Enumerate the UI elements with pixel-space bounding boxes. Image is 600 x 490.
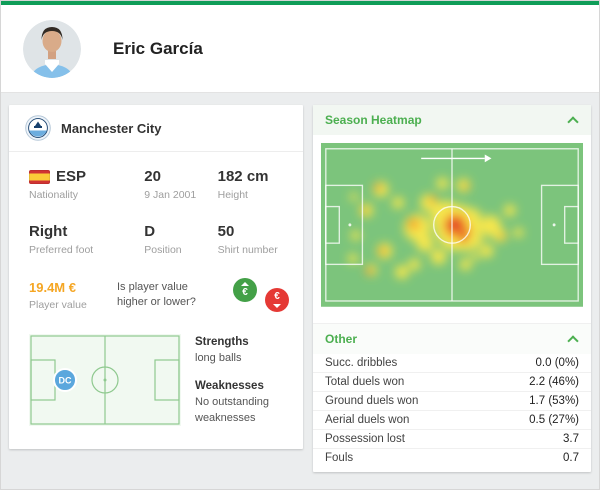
position-badge	[53, 368, 77, 392]
value-vote-question: Is player value higher or lower?	[117, 281, 196, 308]
player-value-label: Player value	[29, 298, 87, 311]
player-value-row: 19.4M € Player value Is player value hig…	[9, 264, 303, 324]
euro-icon: €	[274, 291, 280, 302]
stat-label: Aerial duels won	[325, 413, 410, 426]
season-heatmap-header[interactable]: Season Heatmap	[313, 105, 591, 135]
stat-value: 1.7 (53%)	[529, 394, 579, 407]
shirt-label: Shirt number	[217, 244, 278, 256]
heatmap-pitch	[321, 143, 583, 307]
stat-label: Possession lost	[325, 432, 405, 445]
pitch-lines	[325, 148, 579, 302]
shirt-number-cell: 50 Shirt number	[218, 223, 291, 256]
player-value-amount: 19.4M €	[29, 279, 76, 295]
content-area: Manchester City ESP Nationality 20 9 Jan…	[1, 93, 599, 484]
stat-label: Ground duels won	[325, 394, 419, 407]
stat-value: 3.7	[563, 432, 579, 445]
stat-value: 0.5 (27%)	[529, 413, 579, 426]
nationality-label: Nationality	[29, 189, 79, 201]
attack-direction-arrow-icon	[421, 154, 492, 163]
stat-label: Total duels won	[325, 375, 405, 388]
stat-value: 2.2 (46%)	[529, 375, 579, 388]
stat-row-total-duels: Total duels won 2.2 (46%)	[313, 373, 591, 392]
foot-label: Preferred foot	[29, 244, 94, 256]
mini-pitch-icon: DC	[29, 334, 181, 426]
other-stats-table: Succ. dribbles 0.0 (0%) Total duels won …	[313, 354, 591, 472]
stat-value: 0.7	[563, 452, 579, 465]
height-label: Height	[217, 189, 248, 201]
age-cell: 20 9 Jan 2001	[144, 168, 217, 201]
arrow-up-icon	[241, 282, 249, 286]
nationality-value: ESP	[56, 168, 87, 185]
weaknesses-title: Weaknesses	[195, 380, 264, 393]
position-badge-label: DC	[59, 376, 72, 386]
other-section-title: Other	[325, 331, 358, 346]
season-heatmap	[313, 135, 591, 315]
strengths-text: long balls	[195, 352, 242, 364]
stat-row-fouls: Fouls 0.7	[313, 449, 591, 468]
weaknesses-text: No outstanding weaknesses	[195, 396, 269, 424]
other-section-header[interactable]: Other	[313, 322, 591, 354]
stat-row-aerial-duels: Aerial duels won 0.5 (27%)	[313, 411, 591, 430]
chevron-up-icon	[567, 335, 579, 347]
stat-row-possession-lost: Possession lost 3.7	[313, 430, 591, 449]
height-cell: 182 cm Height	[218, 168, 291, 201]
player-avatar-image	[23, 19, 81, 78]
position-value: D	[144, 223, 156, 240]
strengths-title: Strengths	[195, 336, 249, 348]
arrow-down-icon	[273, 304, 281, 308]
club-link[interactable]: Manchester City	[9, 105, 303, 152]
season-heatmap-title: Season Heatmap	[325, 113, 422, 127]
player-info-grid: ESP Nationality 20 9 Jan 2001 182 cm Hei…	[9, 152, 303, 264]
preferred-foot-cell: Right Preferred foot	[29, 223, 144, 256]
heat-blobs	[347, 177, 524, 279]
stat-row-ground-duels: Ground duels won 1.7 (53%)	[313, 392, 591, 411]
value-higher-button[interactable]: €	[233, 278, 257, 302]
value-vote-buttons: € €	[233, 278, 289, 312]
page-title: Eric García	[113, 38, 203, 58]
height-value: 182 cm	[217, 168, 269, 185]
stat-row-succ-dribbles: Succ. dribbles 0.0 (0%)	[313, 354, 591, 373]
weaknesses-group: Weaknesses No outstanding weaknesses	[195, 380, 289, 426]
player-avatar	[23, 19, 81, 78]
player-value-block: 19.4M € Player value	[29, 280, 107, 311]
attributes-row: DC Strengths long balls Weaknesses No ou…	[9, 324, 303, 449]
foot-value: Right	[29, 223, 68, 240]
club-crest-icon	[25, 115, 51, 141]
stat-value: 0.0 (0%)	[535, 356, 579, 369]
strengths-weaknesses: Strengths long balls Weaknesses No outst…	[195, 334, 289, 431]
position-label: Position	[144, 244, 182, 256]
player-info-card: Manchester City ESP Nationality 20 9 Jan…	[9, 105, 303, 449]
position-cell: D Position	[144, 223, 217, 256]
birthdate-label: 9 Jan 2001	[144, 189, 197, 201]
strengths-group: Strengths long balls	[195, 336, 289, 366]
position-pitch-diagram: DC	[29, 334, 181, 431]
nationality-cell: ESP Nationality	[29, 168, 144, 201]
stat-label: Succ. dribbles	[325, 356, 398, 369]
shirt-value: 50	[217, 223, 235, 240]
page-header: Eric García	[1, 1, 599, 93]
spain-flag-icon	[29, 169, 50, 184]
euro-icon: €	[242, 287, 248, 298]
stats-card: Season Heatmap	[313, 105, 591, 472]
chevron-up-icon	[567, 116, 579, 128]
club-name: Manchester City	[61, 120, 162, 136]
stat-label: Fouls	[325, 452, 354, 465]
value-lower-button[interactable]: €	[265, 288, 289, 312]
age-value: 20	[144, 168, 161, 185]
